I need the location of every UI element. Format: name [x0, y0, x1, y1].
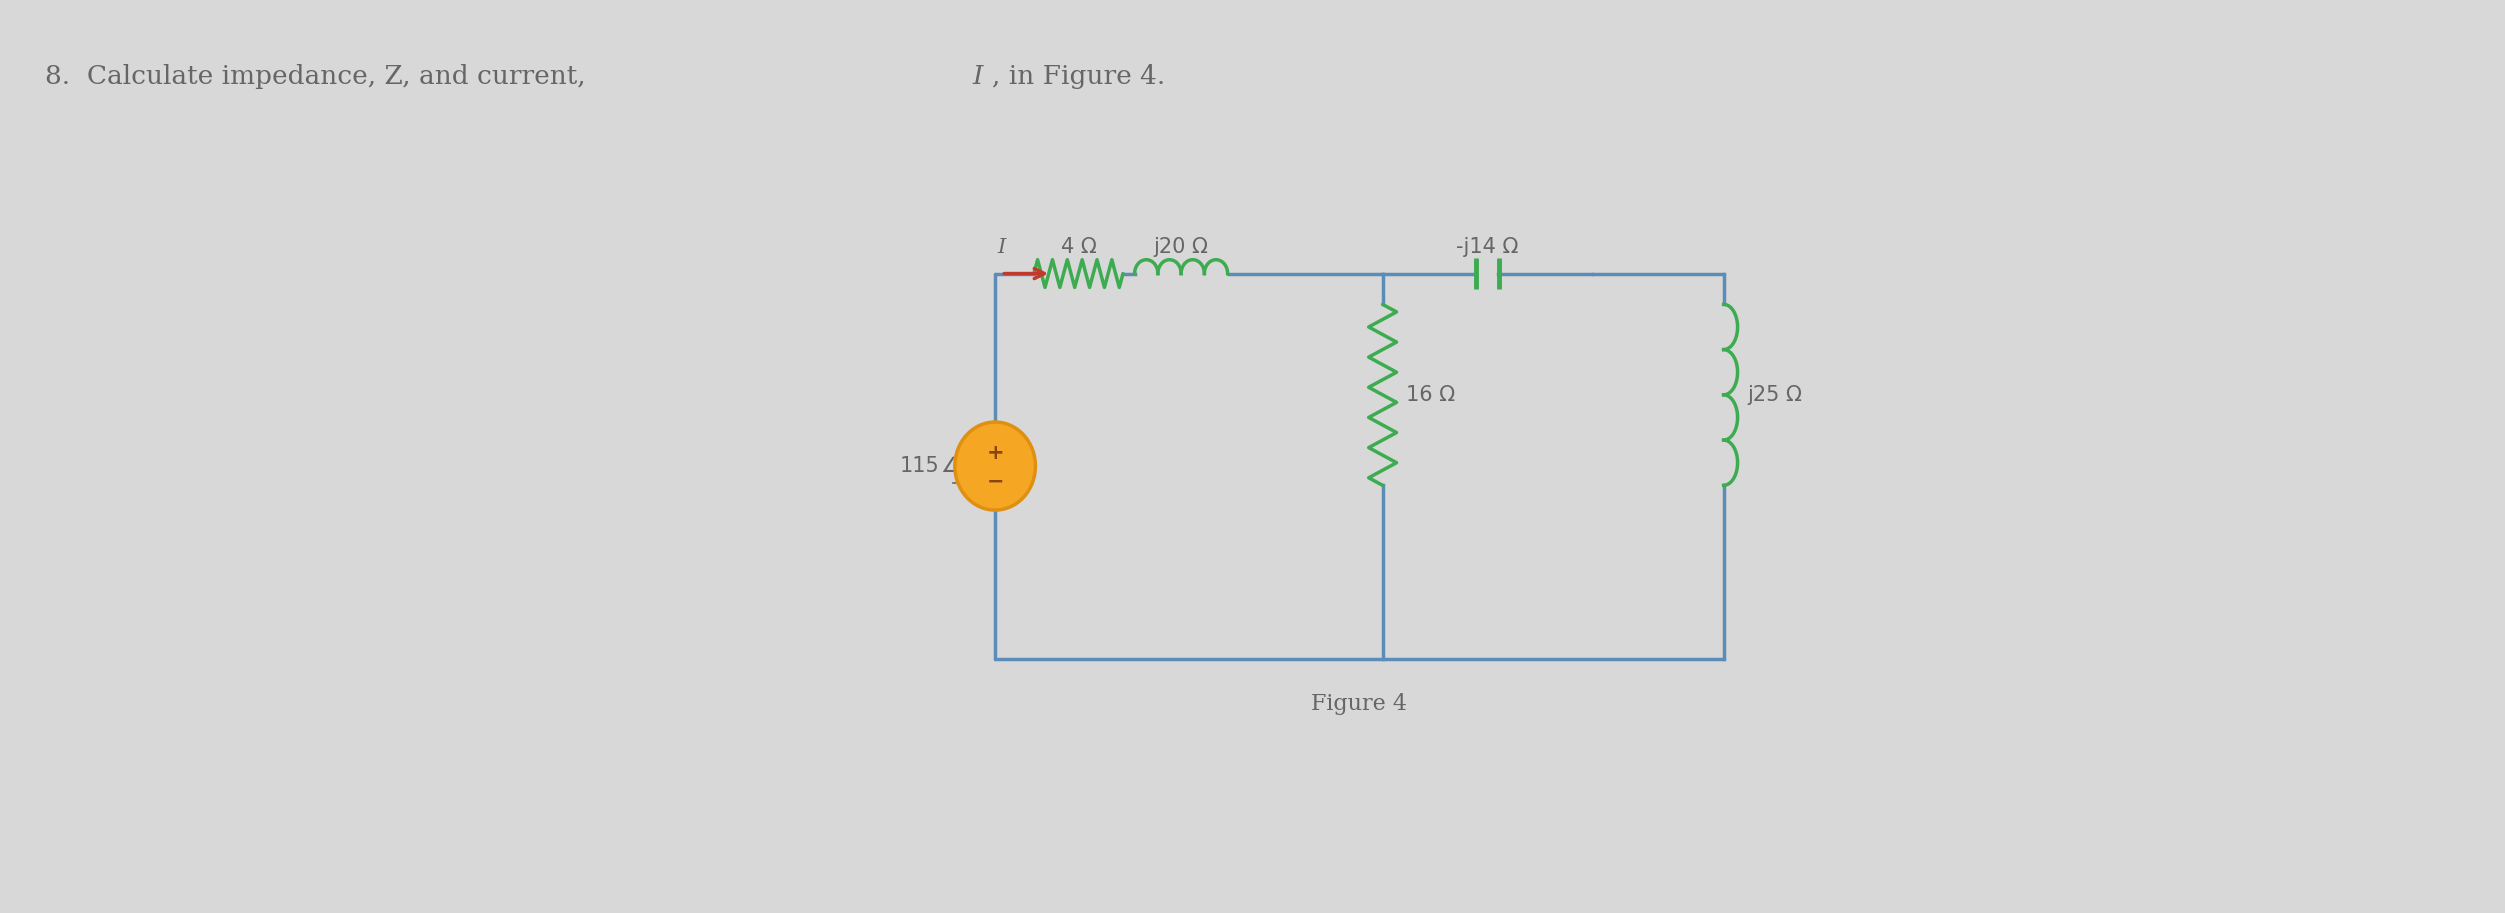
- Text: +: +: [987, 443, 1005, 463]
- Text: -j14 Ω: -j14 Ω: [1455, 236, 1518, 257]
- Text: −: −: [987, 471, 1005, 491]
- Text: 16 Ω: 16 Ω: [1405, 385, 1455, 404]
- Text: 115: 115: [899, 456, 939, 476]
- Text: 4 Ω: 4 Ω: [1060, 236, 1097, 257]
- Text: j25 Ω: j25 Ω: [1746, 385, 1801, 404]
- Text: j20 Ω: j20 Ω: [1155, 236, 1207, 257]
- Text: I: I: [972, 64, 982, 89]
- Text: Figure 4: Figure 4: [1313, 693, 1408, 715]
- Text: I: I: [997, 237, 1005, 257]
- Text: , in Figure 4.: , in Figure 4.: [992, 64, 1165, 89]
- Text: 8.  Calculate impedance, Z, and current,: 8. Calculate impedance, Z, and current,: [45, 64, 594, 89]
- Ellipse shape: [954, 422, 1035, 510]
- Text: ∠0° V: ∠0° V: [942, 456, 1005, 476]
